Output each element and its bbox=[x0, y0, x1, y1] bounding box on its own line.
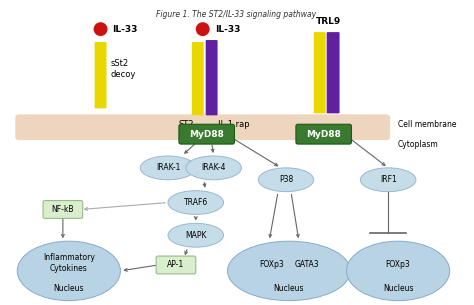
Text: IL 1 rap: IL 1 rap bbox=[218, 120, 249, 129]
FancyBboxPatch shape bbox=[179, 124, 235, 144]
Text: Nucleus: Nucleus bbox=[274, 284, 304, 293]
FancyBboxPatch shape bbox=[314, 32, 326, 113]
FancyBboxPatch shape bbox=[95, 42, 107, 108]
Ellipse shape bbox=[168, 191, 224, 214]
Ellipse shape bbox=[140, 156, 196, 180]
Circle shape bbox=[94, 22, 108, 36]
Text: sSt2
decoy: sSt2 decoy bbox=[110, 59, 136, 79]
Text: IL-33: IL-33 bbox=[112, 25, 138, 34]
Text: MAPK: MAPK bbox=[185, 231, 207, 240]
Text: Figure 1. The ST2/IL-33 signaling pathway: Figure 1. The ST2/IL-33 signaling pathwa… bbox=[156, 10, 317, 19]
Text: IRAK-1: IRAK-1 bbox=[156, 163, 180, 172]
FancyBboxPatch shape bbox=[192, 42, 204, 115]
FancyBboxPatch shape bbox=[15, 114, 390, 140]
FancyBboxPatch shape bbox=[327, 32, 339, 113]
Ellipse shape bbox=[346, 241, 450, 301]
Text: P38: P38 bbox=[279, 175, 293, 184]
Ellipse shape bbox=[258, 168, 314, 192]
Ellipse shape bbox=[186, 156, 241, 180]
FancyBboxPatch shape bbox=[156, 256, 196, 274]
Text: Nucleus: Nucleus bbox=[383, 284, 413, 293]
Ellipse shape bbox=[17, 241, 120, 301]
Text: TRAF6: TRAF6 bbox=[183, 198, 208, 207]
Text: Inflammatory
Cytokines: Inflammatory Cytokines bbox=[43, 253, 95, 273]
Text: Cell membrane: Cell membrane bbox=[398, 120, 456, 129]
Ellipse shape bbox=[360, 168, 416, 192]
Text: FOXp3: FOXp3 bbox=[386, 260, 410, 269]
Text: Cytoplasm: Cytoplasm bbox=[398, 140, 439, 149]
Text: NF-kB: NF-kB bbox=[52, 205, 74, 214]
Text: IL-33: IL-33 bbox=[216, 25, 241, 34]
Text: GATA3: GATA3 bbox=[294, 260, 319, 269]
Text: MyD88: MyD88 bbox=[189, 130, 224, 139]
Circle shape bbox=[196, 22, 210, 36]
Ellipse shape bbox=[228, 241, 350, 301]
FancyBboxPatch shape bbox=[43, 201, 82, 218]
Text: Nucleus: Nucleus bbox=[54, 284, 84, 293]
Text: ST2: ST2 bbox=[178, 120, 194, 129]
Text: FOXp3: FOXp3 bbox=[259, 260, 283, 269]
Ellipse shape bbox=[168, 223, 224, 247]
Text: TRL9: TRL9 bbox=[316, 17, 341, 26]
FancyBboxPatch shape bbox=[206, 40, 218, 115]
Text: IRF1: IRF1 bbox=[380, 175, 397, 184]
Text: MyD88: MyD88 bbox=[306, 130, 341, 139]
Text: AP-1: AP-1 bbox=[167, 260, 184, 269]
Text: IRAK-4: IRAK-4 bbox=[201, 163, 226, 172]
FancyBboxPatch shape bbox=[296, 124, 351, 144]
